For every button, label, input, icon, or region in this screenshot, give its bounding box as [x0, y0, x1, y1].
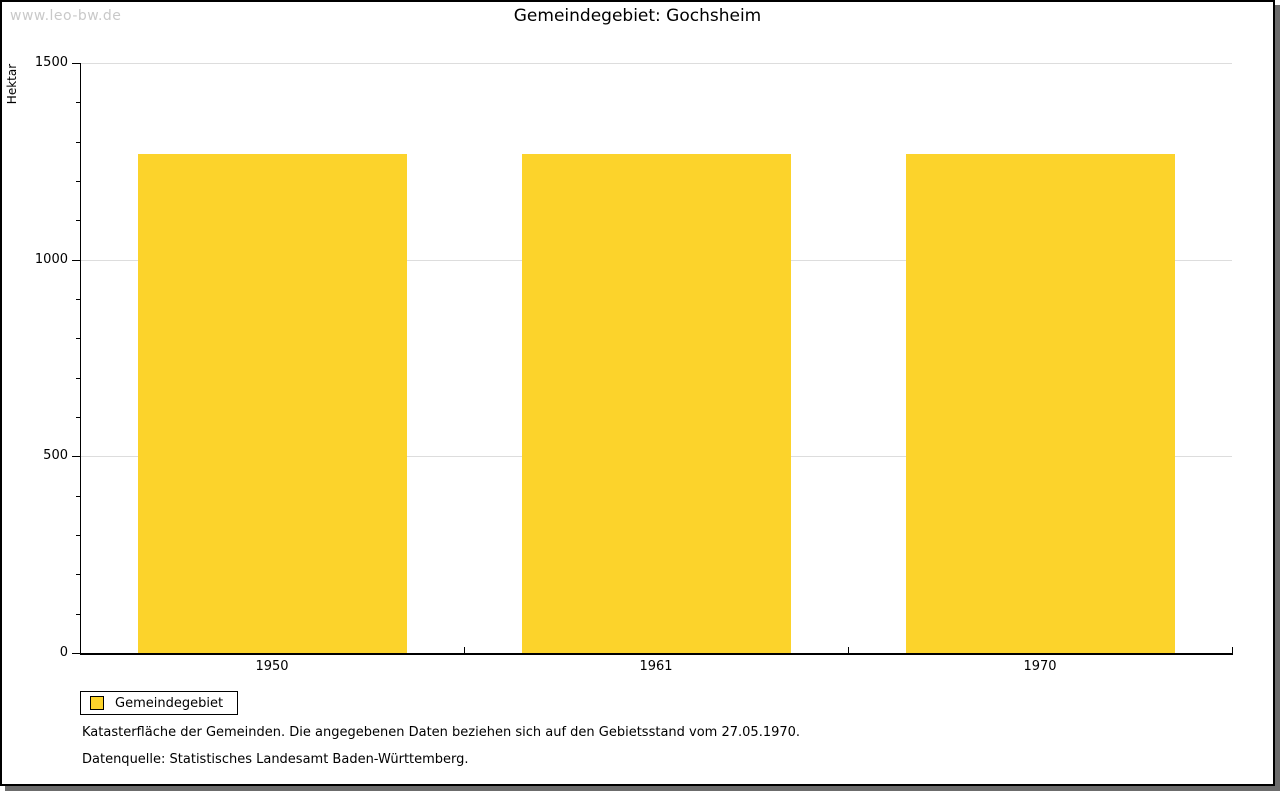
legend: Gemeindegebiet [80, 691, 239, 715]
leo-bw-watermark: www.leo-bw.de [10, 8, 122, 24]
footnote-data-source: Datenquelle: Statistisches Landesamt Bad… [82, 752, 469, 767]
page-title: Gemeindegebiet: Gochsheim [513, 6, 762, 26]
y-major-tick-0 [72, 653, 80, 654]
y-minor-tick-1300 [76, 141, 80, 143]
footnote-source-note: Katasterfläche der Gemeinden. Die angege… [82, 725, 801, 740]
legend-swatch-gemeindegebiet [90, 696, 104, 710]
y-minor-tick-800 [76, 338, 80, 340]
y-minor-tick-400 [76, 495, 80, 497]
y-minor-tick-1400 [76, 102, 80, 104]
legend-label: Gemeindegebiet [115, 695, 224, 711]
bar-1961 [521, 153, 791, 653]
y-major-tick-1500 [72, 63, 80, 64]
y-tick-label-1000: 1000 [34, 251, 68, 267]
y-tick-label-0: 0 [59, 645, 68, 660]
y-tick-label-1500: 1500 [34, 55, 68, 70]
y-gridline-1500 [80, 63, 1232, 64]
y-major-tick-1000 [72, 259, 80, 261]
y-minor-tick-100 [76, 613, 80, 615]
x-tick-label-1950: 1950 [255, 659, 289, 674]
y-minor-tick-1200 [76, 181, 80, 182]
x-tick-label-1961: 1961 [639, 659, 673, 674]
y-minor-tick-1100 [76, 220, 80, 222]
x-boundary-tick-2 [848, 647, 849, 653]
x-axis-line [80, 653, 1233, 655]
x-boundary-tick-1 [464, 647, 465, 653]
x-axis-end-tick [1232, 647, 1233, 653]
x-tick-label-1970: 1970 [1023, 659, 1057, 674]
y-minor-tick-600 [76, 417, 80, 418]
bar-1950 [137, 153, 407, 653]
y-axis-line [80, 63, 81, 654]
y-minor-tick-700 [76, 377, 80, 379]
y-major-tick-500 [72, 456, 80, 458]
y-minor-tick-200 [76, 574, 80, 576]
bar-1970 [905, 153, 1175, 653]
y-minor-tick-300 [76, 535, 80, 536]
y-tick-label-500: 500 [43, 448, 68, 464]
y-minor-tick-900 [76, 299, 80, 300]
